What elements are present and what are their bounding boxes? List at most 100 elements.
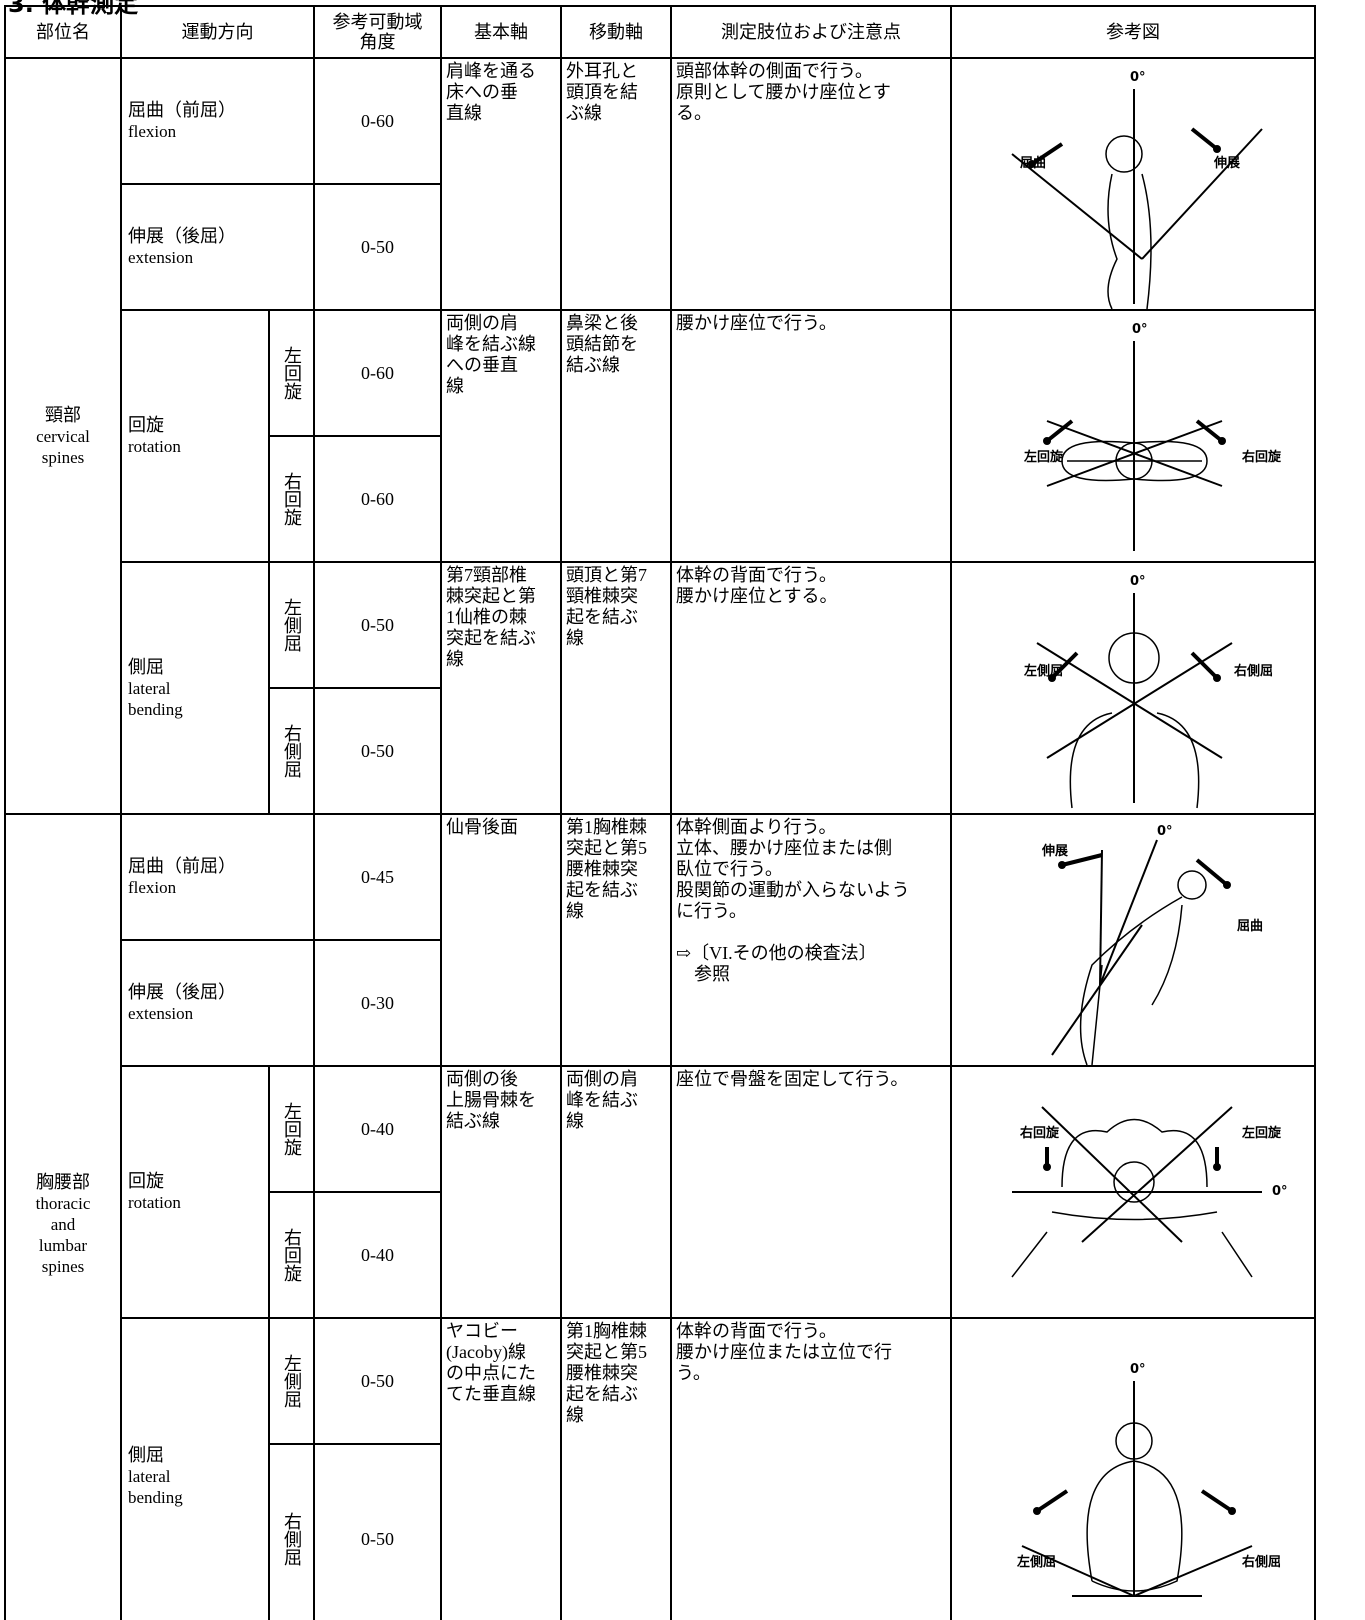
- motion-cell: 屈曲（前屈） flexion: [120, 57, 315, 185]
- header-cell: 部位名: [4, 5, 122, 59]
- moving-axis-cell: 外耳孔と 頭頂を結 ぶ線: [560, 57, 672, 311]
- axis-line: [1011, 153, 1143, 260]
- figure-label: 左回旋: [1024, 449, 1064, 465]
- motion-name: 屈曲（前屈）: [128, 856, 236, 876]
- figure-cell: 0° 左側屈 右側屈: [950, 1317, 1316, 1620]
- table-row: 右側屈 0-50: [5, 687, 1315, 815]
- range-cell: 0-50: [313, 1443, 442, 1620]
- range-cell: 0-60: [313, 435, 442, 563]
- side-cell: 右回旋: [268, 1191, 315, 1319]
- arrow-head: [1213, 674, 1221, 682]
- range-table: 部位名 運動方向 参考可動域 角度 基本軸 移動軸 測定肢位および注意点 参考図 頸部 cer…: [4, 5, 1316, 1620]
- arrow-head: [1223, 881, 1231, 889]
- motion-name: 回旋: [128, 415, 164, 435]
- figure-label: 左側屈: [1017, 1554, 1056, 1570]
- basic-axis-cell: 仙骨後面: [440, 813, 562, 1067]
- reference-figure: 伸展 0° 屈曲: [1041, 824, 1263, 1064]
- figure-label: 屈曲: [1237, 918, 1263, 934]
- reference-figure: 0° 左側屈 右側屈: [1024, 574, 1273, 809]
- head: [1115, 1422, 1153, 1460]
- motion-name: 屈曲（前屈）: [128, 100, 236, 120]
- motion-name-en: rotation: [128, 437, 181, 456]
- header-cell: 移動軸: [560, 5, 672, 59]
- notes-cell: 体幹側面より行う。 立体、腰かけ座位または側 臥位で行う。 股関節の運動が入らな…: [670, 813, 952, 1067]
- basic-axis-cell: 第7頸部椎 棘突起と第 1仙椎の棘 突起を結ぶ 線: [440, 561, 562, 815]
- range-cell: 0-40: [313, 1065, 442, 1193]
- figure-cell: 0° 左回旋 右回旋: [950, 309, 1316, 563]
- arrow: [1190, 651, 1219, 680]
- basic-axis-cell: 肩峰を通る 床への垂 直線: [440, 57, 562, 311]
- figure-cell: 0° 左側屈 右側屈: [950, 561, 1316, 815]
- table-row: 伸展（後屈） extension 0-50: [5, 183, 1315, 311]
- table-row: 右回旋 0-40: [5, 1191, 1315, 1319]
- motion-name-en: extension: [128, 1004, 194, 1023]
- table-body: 頸部 cervical spines 屈曲（前屈） flexion 0-60 肩峰を通る …: [4, 57, 1316, 1620]
- figure-label: 伸展: [1213, 155, 1241, 171]
- notes-cell: 座位で骨盤を固定して行う。: [670, 1065, 952, 1319]
- side-cell: 右側屈: [268, 1443, 315, 1620]
- figure-label: 屈曲: [1020, 155, 1046, 171]
- side-cell: 左回旋: [268, 309, 315, 437]
- region-name: 頸部: [45, 404, 81, 425]
- header-cell: 測定肢位および注意点: [670, 5, 952, 59]
- region-cell: 胸腰部 thoracic and lumbar spines: [4, 813, 122, 1620]
- motion-name-en: lateral bending: [128, 678, 183, 719]
- header-row: 部位名 運動方向 参考可動域 角度 基本軸 移動軸 測定肢位および注意点 参考図: [4, 5, 1316, 59]
- figure-label: 0°: [1130, 1362, 1146, 1377]
- figure-label: 右回旋: [1241, 449, 1282, 465]
- reference-figure: 右回旋 左回旋 0°: [1011, 1106, 1288, 1278]
- motion-name-en: lateral bending: [128, 1466, 183, 1507]
- reference-figure: 0° 左回旋 右回旋: [1024, 322, 1282, 551]
- arrow-head: [1213, 1163, 1221, 1171]
- side-cell: 左側屈: [268, 561, 315, 689]
- moving-axis-cell: 頭頂と第7 頸椎棘突 起を結ぶ 線: [560, 561, 672, 815]
- body-outline: [1069, 712, 1200, 809]
- table-row: 側屈 lateral bending 左側屈 0-50 ヤコビー (Jacoby)線 の…: [5, 1317, 1316, 1620]
- figure-label: 0°: [1157, 824, 1173, 839]
- range-cell: 0-60: [313, 309, 442, 437]
- head: [1105, 135, 1143, 173]
- figure-label: 0°: [1132, 322, 1148, 337]
- head: [1177, 870, 1207, 900]
- basic-axis-cell: 両側の後 上腸骨棘を 結ぶ線: [440, 1065, 562, 1319]
- table-row: 右回旋 0-60: [5, 435, 1315, 563]
- side-cell: 左側屈: [268, 1317, 315, 1445]
- figure-label: 右側屈: [1233, 663, 1273, 679]
- figure-cell: 0° 屈曲 伸展: [950, 57, 1316, 311]
- motion-cell: 回旋 rotation: [120, 1065, 270, 1319]
- body-outline: [1061, 440, 1208, 482]
- notes-cell: 腰かけ座位で行う。: [670, 309, 952, 563]
- arrow: [1061, 853, 1103, 867]
- basic-axis-cell: ヤコビー (Jacoby)線 の中点にた てた垂直線: [440, 1317, 562, 1620]
- range-cell: 0-45: [313, 813, 442, 941]
- table-row: 伸展（後屈） extension 0-30: [5, 939, 1315, 1067]
- notes-cell: 体幹の背面で行う。 腰かけ座位または立位で行 う。: [670, 1317, 952, 1620]
- motion-name-en: extension: [128, 248, 194, 267]
- motion-cell: 屈曲（前屈） flexion: [120, 813, 315, 941]
- table-row: 側屈 lateral bending 左側屈 0-50 第7頸部椎 棘突起と第 1仙椎の…: [5, 561, 1316, 815]
- figure-label: 伸展: [1041, 843, 1069, 859]
- axis-line: [1036, 642, 1223, 759]
- axis-line: [1141, 128, 1263, 260]
- table-row: 右側屈 0-50: [5, 1443, 1315, 1620]
- moving-axis-cell: 第1胸椎棘 突起と第5 腰椎棘突 起を結ぶ 線: [560, 1317, 672, 1620]
- figure-cell: 伸展 0° 屈曲: [950, 813, 1316, 1067]
- body-outline: [1086, 1460, 1183, 1592]
- motion-name: 側屈: [128, 1444, 164, 1465]
- figure-label: 0°: [1130, 70, 1146, 85]
- moving-axis-cell: 鼻梁と後 頭結節を 結ぶ線: [560, 309, 672, 563]
- figure-label: 右側屈: [1241, 1554, 1281, 1570]
- arrow: [1200, 1489, 1234, 1513]
- notes-cell: 体幹の背面で行う。 腰かけ座位とする。: [670, 561, 952, 815]
- motion-name: 側屈: [128, 656, 164, 677]
- motion-name: 伸展（後屈）: [128, 982, 236, 1002]
- table-row: 回旋 rotation 左回旋 0-60 両側の肩 峰を結ぶ線 への垂直 線鼻梁と後 頭…: [5, 309, 1316, 563]
- arrow-head: [1048, 674, 1056, 682]
- motion-cell: 伸展（後屈） extension: [120, 939, 315, 1067]
- range-cell: 0-50: [313, 687, 442, 815]
- region-cell: 頸部 cervical spines: [4, 57, 122, 815]
- reference-figure: 0° 屈曲 伸展: [1011, 70, 1263, 308]
- axis-line: [1099, 849, 1103, 986]
- range-cell: 0-40: [313, 1191, 442, 1319]
- figure-label: 0°: [1272, 1184, 1288, 1199]
